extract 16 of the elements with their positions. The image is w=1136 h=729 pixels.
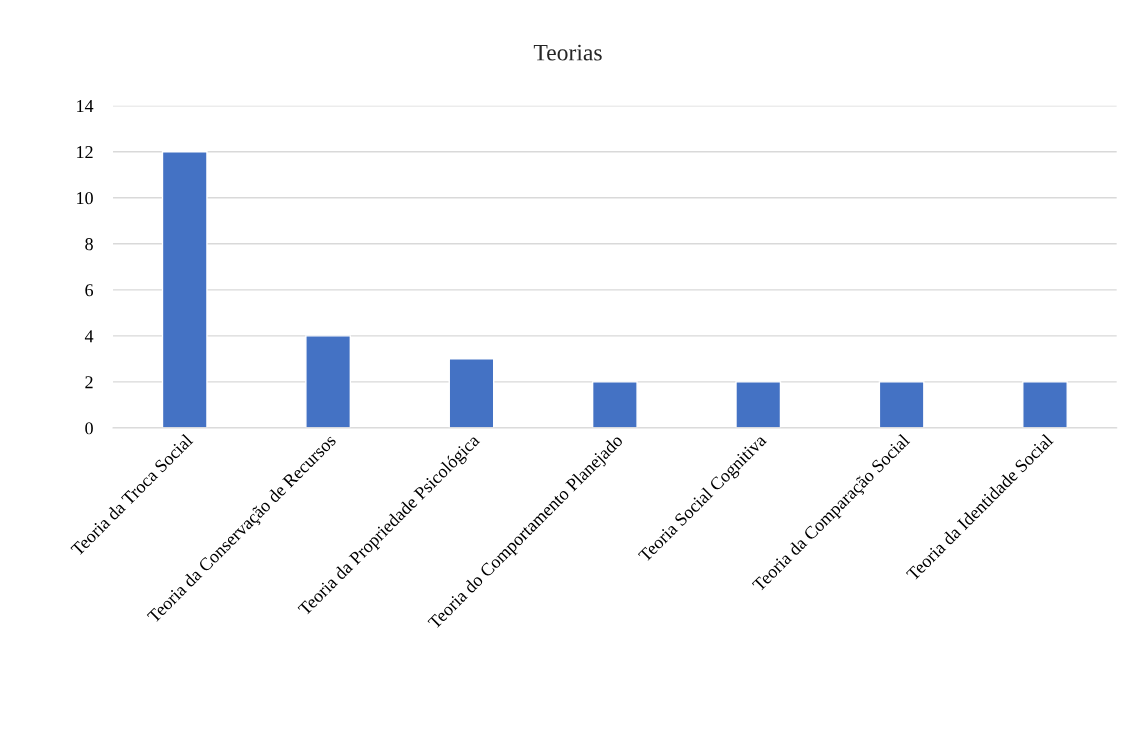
y-tick-label: 4 <box>84 330 94 343</box>
bar <box>878 381 925 428</box>
bar <box>161 151 208 428</box>
y-tick-label: 6 <box>85 284 94 297</box>
bar <box>591 381 638 428</box>
bar <box>1022 381 1068 428</box>
y-tick-label: 10 <box>77 192 93 205</box>
bar <box>735 381 782 428</box>
y-tick-label: 14 <box>77 100 94 112</box>
bar <box>305 335 352 428</box>
chart-title: Teorias <box>533 44 602 61</box>
y-tick-label: 0 <box>85 422 93 435</box>
bar <box>448 358 495 428</box>
y-tick-label: 12 <box>77 146 93 158</box>
y-tick-label: 2 <box>85 376 93 389</box>
y-tick-label: 8 <box>85 238 93 251</box>
